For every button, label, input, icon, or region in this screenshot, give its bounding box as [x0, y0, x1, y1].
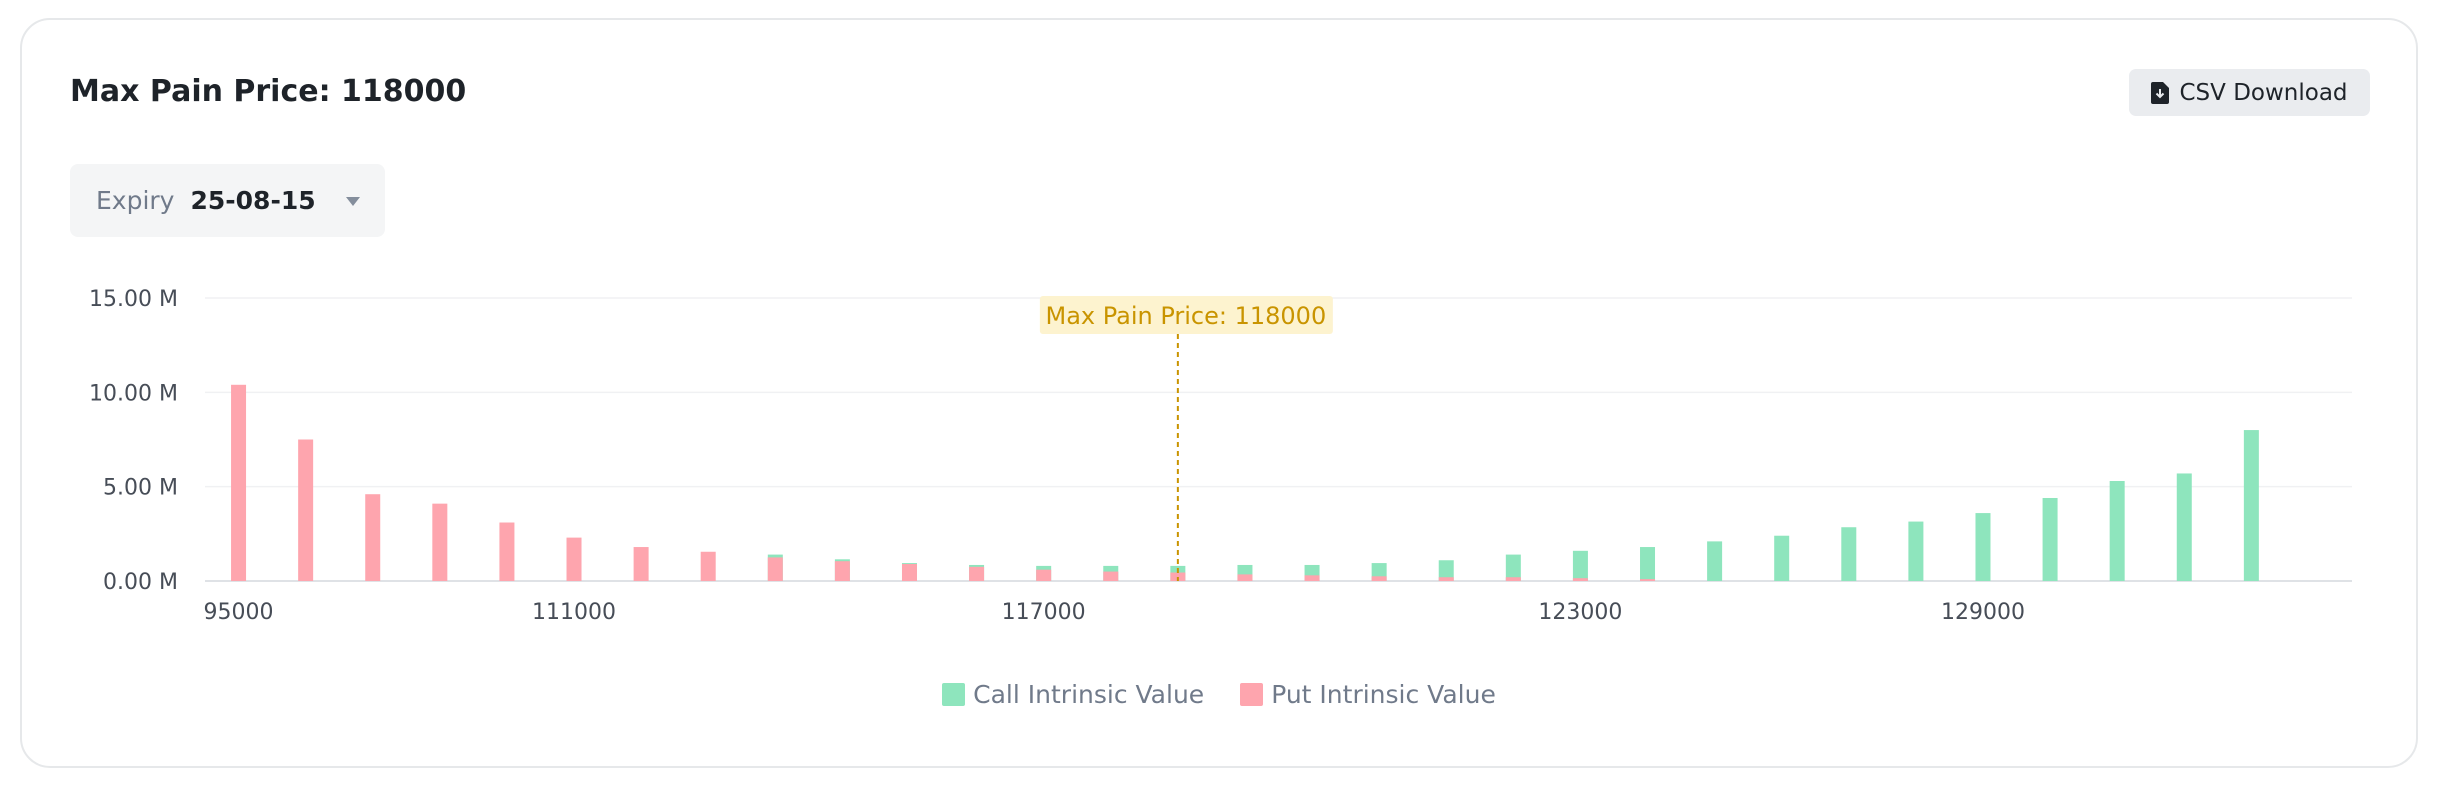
put-bar [1640, 579, 1656, 581]
expiry-select[interactable]: Expiry 25-08-15 [70, 164, 385, 237]
max-pain-label: Max Pain Price: 118000 [1045, 302, 1326, 330]
legend-label-put: Put Intrinsic Value [1271, 680, 1496, 709]
put-bar [365, 494, 381, 581]
y-tick-label: 0.00 M [103, 570, 178, 595]
legend-swatch-put [1240, 683, 1264, 706]
legend-label-call: Call Intrinsic Value [973, 680, 1205, 709]
legend-swatch-call [942, 683, 966, 706]
put-bar [231, 384, 247, 581]
y-tick-label: 5.00 M [103, 476, 178, 501]
x-tick-label: 123000 [1538, 600, 1622, 625]
put-bar [633, 547, 649, 581]
y-tick-label: 15.00 M [89, 287, 178, 312]
legend-item-call[interactable]: Call Intrinsic Value [942, 680, 1204, 709]
call-bar [1774, 535, 1790, 581]
expiry-value: 25-08-15 [190, 186, 316, 215]
call-bar [1707, 541, 1723, 581]
call-bar [2176, 473, 2192, 581]
call-bar [1640, 547, 1656, 581]
x-tick-label: 129000 [1941, 600, 2025, 625]
page-title: Max Pain Price: 118000 [70, 74, 467, 109]
put-bar [834, 561, 850, 581]
put-bar [700, 551, 716, 581]
put-bar [432, 503, 448, 581]
call-bar [1438, 560, 1454, 581]
put-bar [1103, 571, 1119, 581]
put-bar [1371, 576, 1387, 581]
max-pain-label-bg [1039, 296, 1333, 334]
legend-item-put[interactable]: Put Intrinsic Value [1240, 680, 1496, 709]
put-bar [1170, 572, 1186, 581]
call-bar [1841, 527, 1857, 581]
chart-legend: Call Intrinsic Value Put Intrinsic Value [0, 680, 2438, 709]
put-bar [1438, 577, 1454, 581]
put-bar [767, 557, 783, 581]
put-bar [1572, 578, 1588, 581]
call-bar [2243, 430, 2259, 581]
call-bar [1975, 513, 1991, 581]
put-bar [1505, 577, 1521, 581]
call-bar [2109, 481, 2125, 581]
put-bar [901, 564, 917, 581]
csv-download-label: CSV Download [2179, 79, 2348, 106]
put-bar [1237, 574, 1253, 581]
call-bar [1505, 554, 1521, 581]
call-bar [1908, 521, 1924, 581]
put-bar [969, 566, 985, 581]
put-bar [499, 522, 515, 581]
x-tick-label: 117000 [1002, 600, 1086, 625]
put-bar [298, 439, 314, 581]
expiry-label: Expiry [96, 186, 175, 215]
put-bar [1304, 575, 1320, 581]
caret-down-icon [345, 191, 360, 210]
call-bar [2042, 497, 2058, 581]
x-tick-label: 95000 [204, 600, 274, 625]
put-bar [566, 537, 582, 581]
put-bar [1036, 569, 1052, 581]
csv-download-button[interactable]: CSV Download [2129, 69, 2370, 116]
y-tick-label: 10.00 M [89, 381, 178, 406]
call-bar [1572, 550, 1588, 581]
file-download-icon [2151, 81, 2170, 104]
x-tick-label: 111000 [532, 600, 616, 625]
